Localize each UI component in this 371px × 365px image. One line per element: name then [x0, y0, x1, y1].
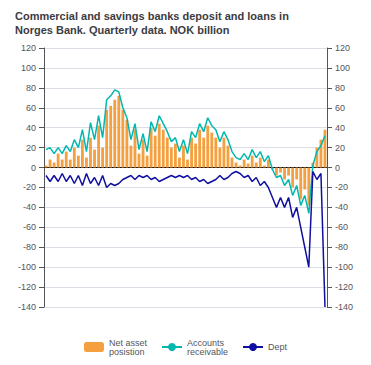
- svg-text:Commercial and savings banks d: Commercial and savings banks deposit and…: [15, 10, 289, 22]
- svg-text:60: 60: [335, 103, 345, 113]
- svg-text:-80: -80: [335, 242, 348, 252]
- svg-text:100: 100: [21, 63, 36, 73]
- svg-text:-120: -120: [335, 282, 353, 292]
- svg-text:Norges Bank. Quarterly data. N: Norges Bank. Quarterly data. NOK billion: [15, 24, 230, 36]
- svg-text:-20: -20: [23, 182, 36, 192]
- svg-text:60: 60: [26, 103, 36, 113]
- svg-text:-100: -100: [18, 262, 36, 272]
- svg-text:40: 40: [335, 123, 345, 133]
- svg-text:40: 40: [26, 123, 36, 133]
- svg-text:-140: -140: [335, 302, 353, 312]
- svg-text:Accounts: Accounts: [187, 337, 224, 348]
- svg-text:120: 120: [21, 43, 36, 53]
- svg-text:20: 20: [26, 143, 36, 153]
- svg-text:-40: -40: [23, 202, 36, 212]
- svg-text:-60: -60: [23, 222, 36, 232]
- svg-text:100: 100: [335, 63, 350, 73]
- svg-text:0: 0: [31, 163, 36, 173]
- svg-text:20: 20: [335, 143, 345, 153]
- svg-text:posistion: posistion: [109, 347, 145, 357]
- svg-text:120: 120: [335, 43, 350, 53]
- svg-text:0: 0: [335, 163, 340, 173]
- svg-text:-40: -40: [335, 202, 348, 212]
- svg-text:80: 80: [335, 83, 345, 93]
- svg-text:80: 80: [26, 83, 36, 93]
- svg-text:-60: -60: [335, 222, 348, 232]
- svg-text:Net asset: Net asset: [109, 337, 147, 348]
- svg-text:-120: -120: [18, 282, 36, 292]
- svg-text:Dept: Dept: [268, 342, 288, 352]
- svg-text:-20: -20: [335, 182, 348, 192]
- svg-text:-80: -80: [23, 242, 36, 252]
- svg-text:-140: -140: [18, 302, 36, 312]
- svg-text:receivable: receivable: [187, 347, 228, 357]
- svg-text:-100: -100: [335, 262, 353, 272]
